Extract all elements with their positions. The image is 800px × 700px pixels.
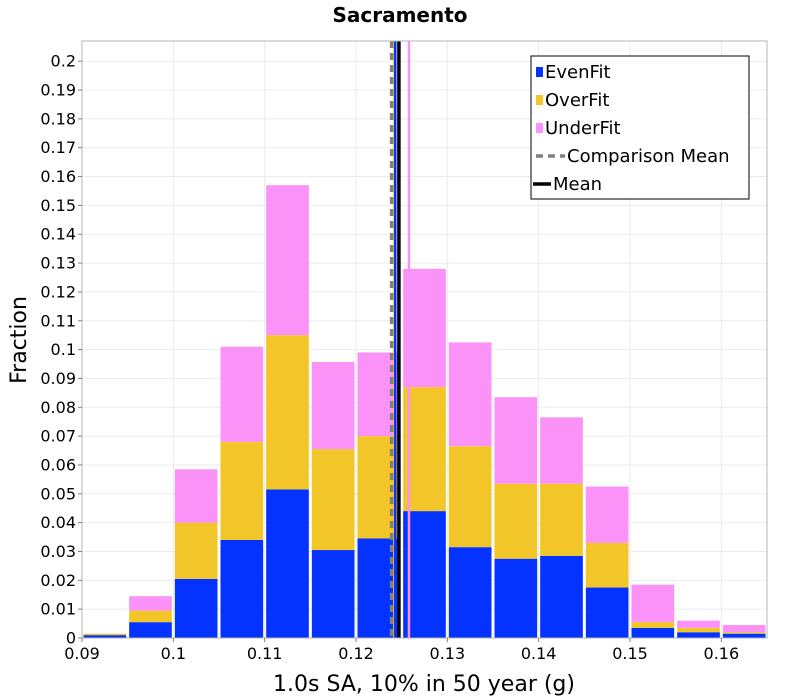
bar-overfit-3 <box>220 441 264 540</box>
bar-evenfit-7 <box>403 511 446 638</box>
bar-evenfit-12 <box>631 627 675 638</box>
bar-overfit-11 <box>585 542 629 588</box>
plot-border <box>81 40 768 639</box>
bar-overfit-1 <box>129 610 172 623</box>
chart-title: Sacramento <box>332 3 467 27</box>
bar-evenfit-14 <box>722 633 766 638</box>
y-tick-label: 0.12 <box>40 282 76 301</box>
bar-evenfit-13 <box>677 632 720 638</box>
y-tick-label: 0.1 <box>51 340 76 359</box>
y-tick-label: 0.19 <box>40 81 76 100</box>
legend-swatch-overfit <box>536 95 543 105</box>
bar-underfit-13 <box>677 620 720 628</box>
y-tick-label: 0.17 <box>40 138 76 157</box>
bar-underfit-1 <box>129 596 172 611</box>
y-tick-label: 0.04 <box>40 513 76 532</box>
x-tick-label: 0.09 <box>64 644 100 663</box>
y-tick-label: 0.06 <box>40 455 76 474</box>
legend-label: Comparison Mean <box>567 146 730 167</box>
bar-overfit-14 <box>722 632 766 634</box>
legend-label: UnderFit <box>545 118 621 139</box>
y-axis-title: Fraction <box>7 296 32 384</box>
x-tick-label: 0.11 <box>247 644 283 663</box>
bar-evenfit-5 <box>311 550 355 638</box>
bar-underfit-3 <box>220 346 264 442</box>
x-tick-label: 0.1 <box>161 644 186 663</box>
bar-overfit-12 <box>631 622 675 628</box>
bar-evenfit-10 <box>540 555 583 638</box>
bar-overfit-5 <box>311 449 355 551</box>
bar-underfit-2 <box>174 469 218 523</box>
bar-evenfit-8 <box>448 547 492 638</box>
legend-label: Mean <box>553 174 602 195</box>
bar-underfit-5 <box>311 361 355 450</box>
x-tick-label: 0.13 <box>430 644 466 663</box>
legend-swatch-underfit <box>536 123 543 133</box>
y-tick-label: 0.09 <box>40 369 76 388</box>
legend-label: OverFit <box>545 90 609 111</box>
bar-evenfit-0 <box>83 635 127 638</box>
x-tick-label: 0.15 <box>612 644 648 663</box>
bar-underfit-8 <box>448 342 492 447</box>
bar-evenfit-9 <box>494 558 538 638</box>
bar-overfit-4 <box>266 335 309 490</box>
legend-box <box>530 55 750 200</box>
y-tick-label: 0.13 <box>40 254 76 273</box>
bar-evenfit-2 <box>174 578 218 638</box>
y-tick-label: 0.11 <box>40 311 76 330</box>
bar-evenfit-4 <box>266 489 309 638</box>
bar-evenfit-3 <box>220 539 264 638</box>
x-axis-title: 1.0s SA, 10% in 50 year (g) <box>273 672 575 697</box>
y-tick-label: 0.01 <box>40 600 76 619</box>
bar-underfit-4 <box>266 185 309 336</box>
bar-evenfit-1 <box>129 622 172 638</box>
y-tick-label: 0.08 <box>40 398 76 417</box>
bar-overfit-9 <box>494 483 538 559</box>
bar-overfit-10 <box>540 483 583 556</box>
y-tick-label: 0.14 <box>40 225 76 244</box>
bar-overfit-13 <box>677 627 720 633</box>
y-tick-label: 0.15 <box>40 196 76 215</box>
x-tick-label: 0.16 <box>704 644 740 663</box>
y-tick-label: 0.18 <box>40 109 76 128</box>
bar-underfit-12 <box>631 584 675 623</box>
bar-overfit-7 <box>403 387 446 512</box>
y-tick-label: 0.05 <box>40 484 76 503</box>
bar-evenfit-11 <box>585 587 629 638</box>
bar-underfit-14 <box>722 625 766 633</box>
bar-overfit-2 <box>174 522 218 579</box>
y-tick-label: 0.2 <box>51 52 76 71</box>
y-tick-label: 0.03 <box>40 542 76 561</box>
bar-underfit-10 <box>540 417 583 484</box>
y-tick-label: 0.02 <box>40 571 76 590</box>
bar-underfit-9 <box>494 397 538 484</box>
legend-swatch-evenfit <box>536 67 543 77</box>
y-tick-label: 0 <box>66 629 76 648</box>
bar-overfit-0 <box>83 633 127 636</box>
y-tick-label: 0.16 <box>40 167 76 186</box>
bar-overfit-8 <box>448 446 492 548</box>
x-tick-label: 0.12 <box>338 644 374 663</box>
legend: EvenFit OverFit UnderFit Comparison Mean Mea… <box>530 55 750 200</box>
x-tick-label: 0.14 <box>521 644 557 663</box>
legend-label: EvenFit <box>545 62 611 83</box>
y-tick-label: 0.07 <box>40 427 76 446</box>
bar-underfit-7 <box>403 268 446 388</box>
bar-underfit-11 <box>585 486 629 543</box>
